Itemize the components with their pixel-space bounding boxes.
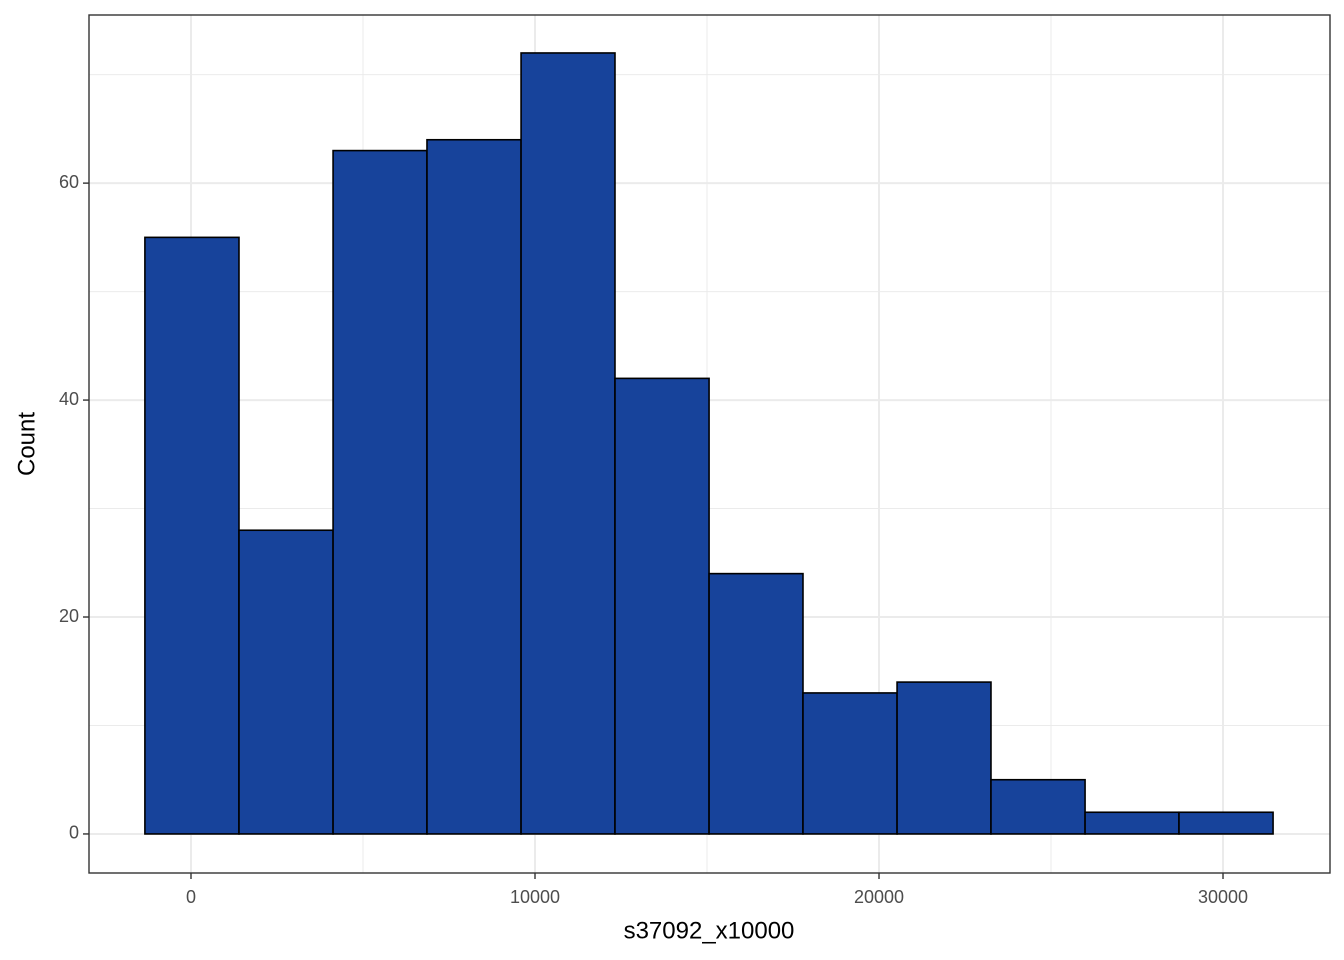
bar [426, 138, 522, 835]
bar [238, 529, 334, 835]
bar [1178, 811, 1274, 835]
bar [990, 778, 1086, 835]
bar [614, 377, 710, 835]
y-axis-title: Count [13, 412, 40, 476]
bar [708, 572, 804, 835]
y-tick-label: 0 [69, 823, 79, 843]
bar [802, 692, 898, 835]
x-tick-label: 0 [186, 887, 196, 907]
panel-border [88, 14, 1331, 874]
x-tick-label: 20000 [854, 887, 904, 907]
bar [520, 52, 616, 835]
bar [896, 681, 992, 835]
x-tick-label: 10000 [510, 887, 560, 907]
y-tick-label: 20 [59, 606, 79, 626]
bar [1084, 811, 1180, 835]
y-tick-label: 40 [59, 389, 79, 409]
x-axis-title: s37092_x10000 [624, 917, 795, 944]
bar [144, 236, 240, 835]
y-tick-label: 60 [59, 172, 79, 192]
x-tick-label: 30000 [1198, 887, 1248, 907]
bar [332, 149, 428, 835]
